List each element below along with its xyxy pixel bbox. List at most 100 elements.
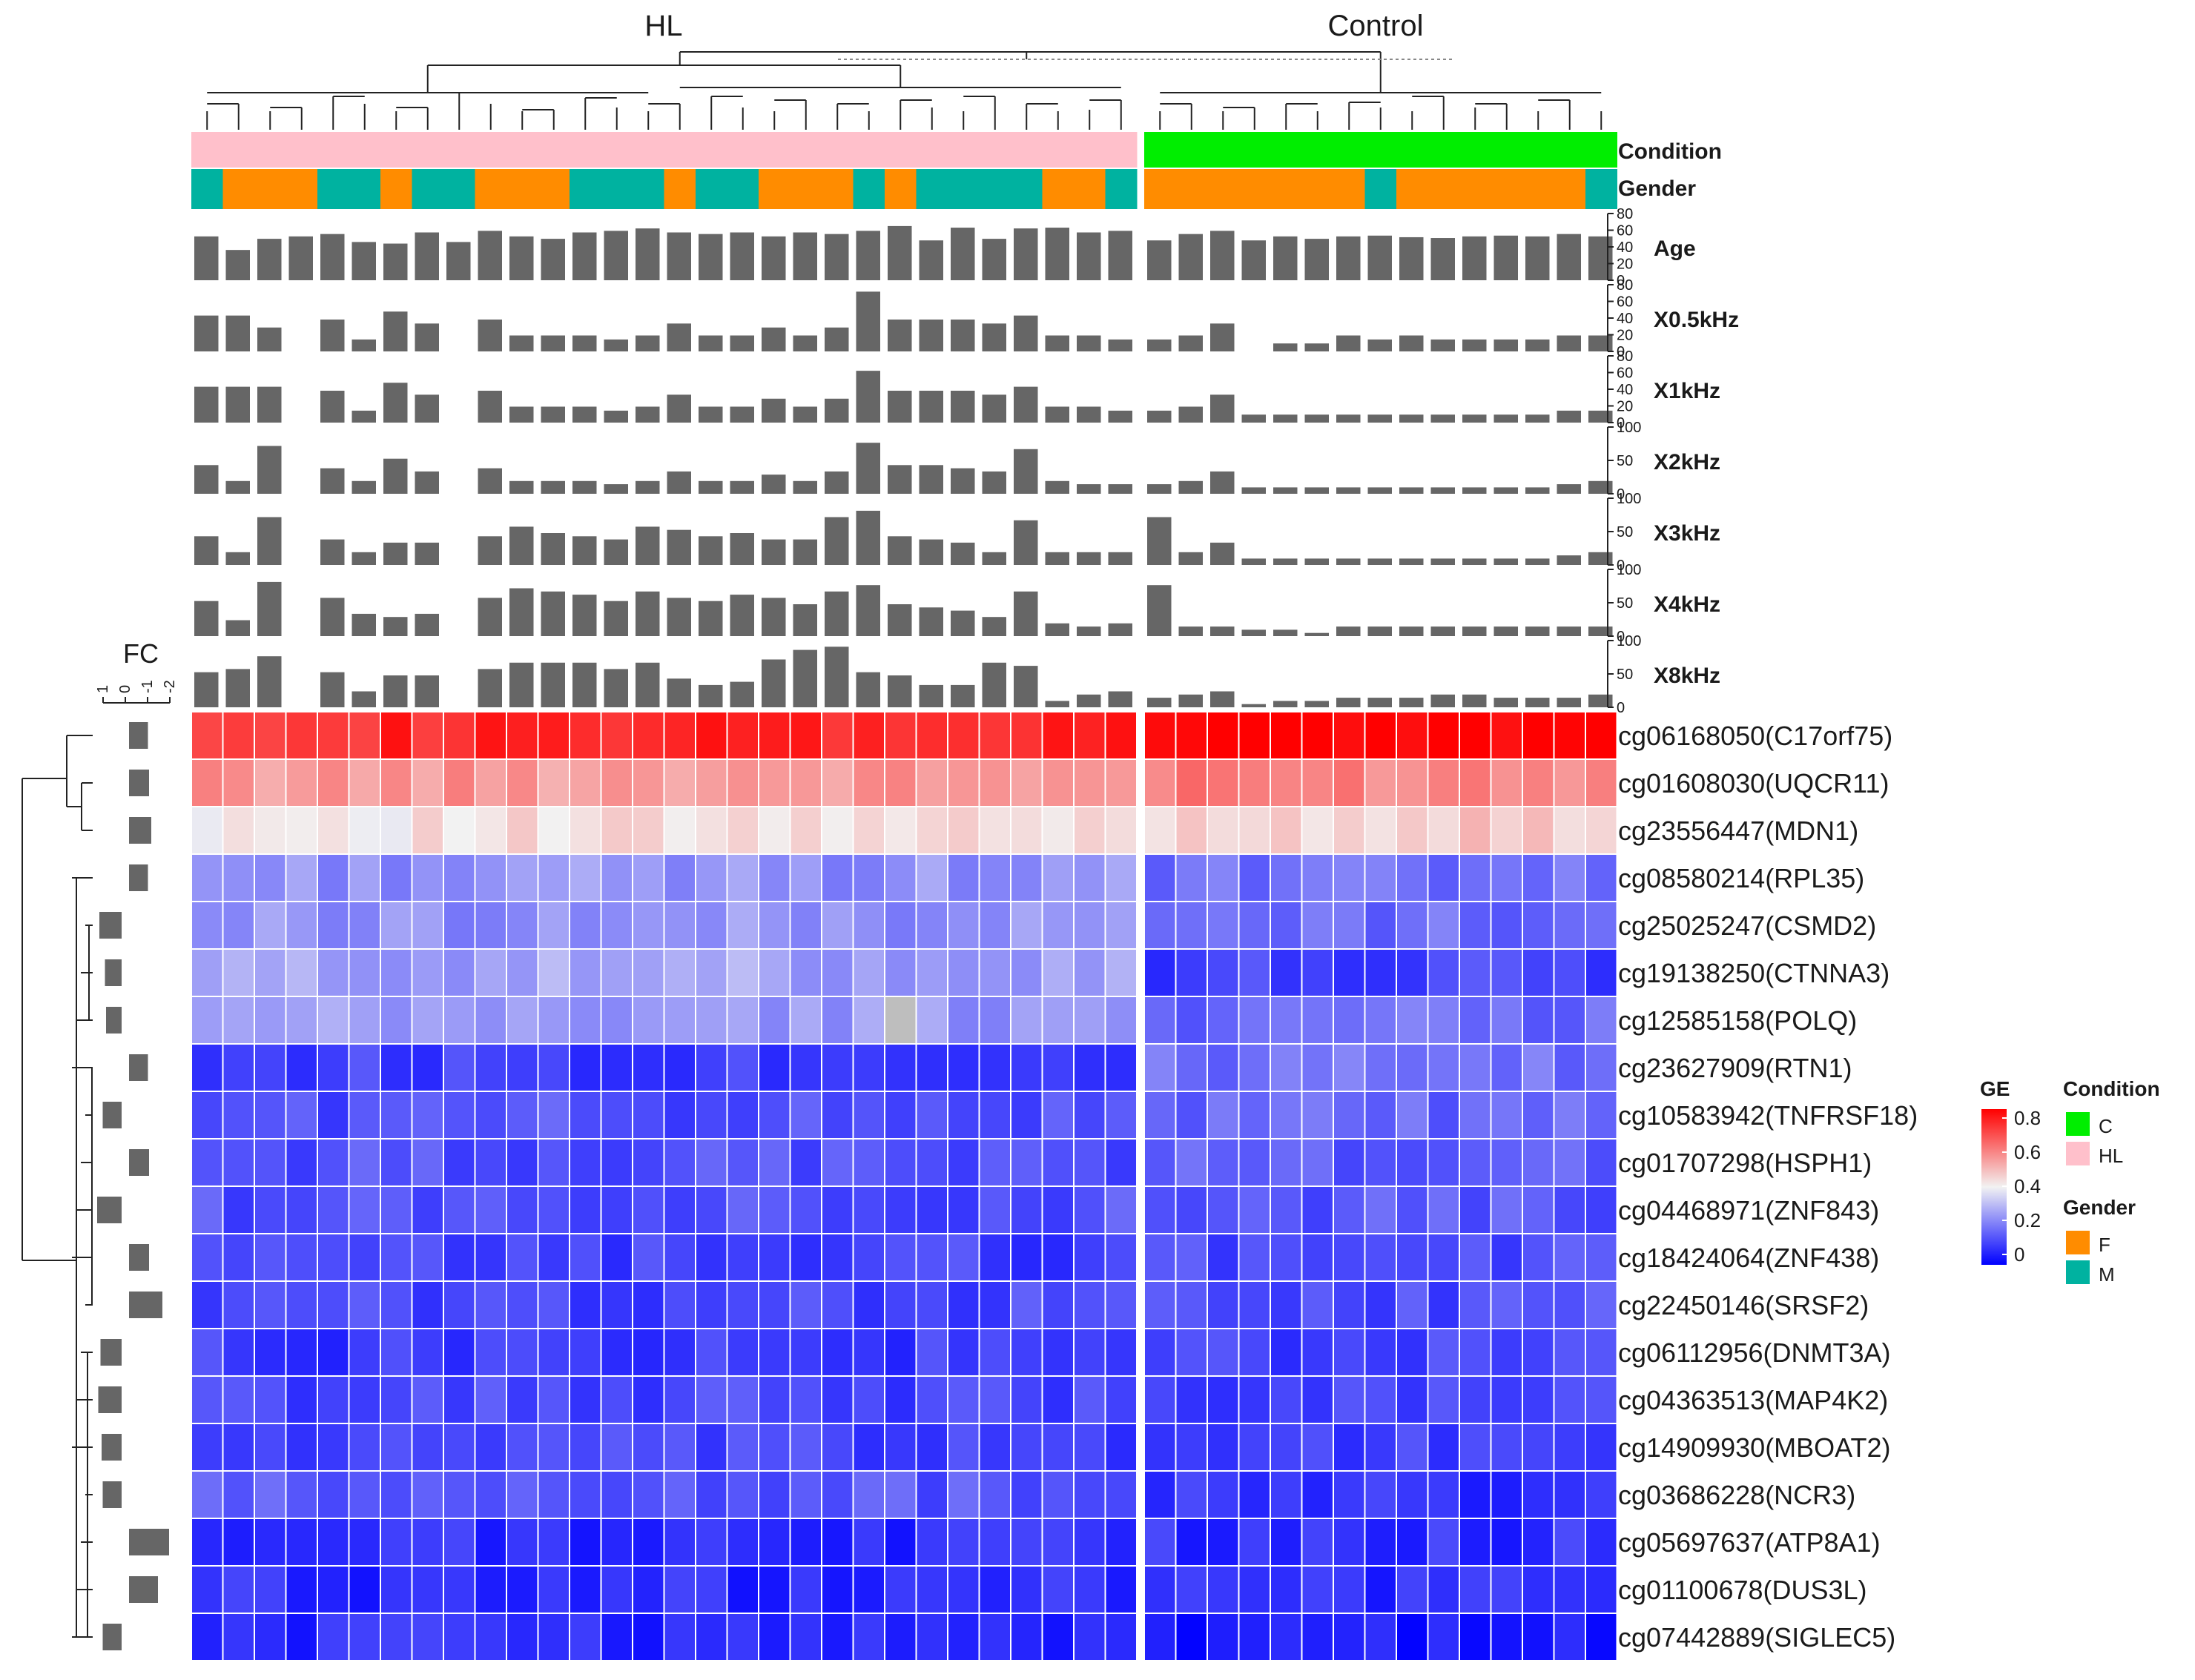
heatmap-cell <box>474 1423 507 1472</box>
condition-cell <box>948 132 980 168</box>
heatmap-cell <box>317 1138 350 1187</box>
heatmap-cell <box>1010 1375 1043 1424</box>
heatmap-cell <box>1522 1280 1555 1329</box>
bar-x8khz <box>320 672 345 707</box>
column-dendrogram <box>206 51 1602 130</box>
bar-x0-5khz <box>478 320 502 351</box>
bar-x3khz <box>194 536 219 565</box>
heatmap-cell <box>1585 1280 1618 1329</box>
heatmap-cell <box>1238 1043 1271 1092</box>
heatmap-cell <box>411 1470 444 1519</box>
condition-cell <box>1459 132 1491 168</box>
condition-cell <box>380 132 412 168</box>
heatmap-cell <box>1585 1518 1618 1567</box>
heatmap-cell <box>506 806 539 855</box>
legend: GE0.8 0.6 0.4 0.2 0 Condition C HL Gender FM <box>1980 1077 2160 1286</box>
heatmap-cell <box>1073 1375 1106 1424</box>
legend-gender-swatch <box>2066 1260 2090 1284</box>
heatmap-cell <box>285 1470 318 1519</box>
heatmap-cell <box>1207 1233 1240 1282</box>
heatmap-cell <box>1522 711 1555 760</box>
heatmap-cell <box>1333 1043 1366 1092</box>
bar-x8khz <box>1336 698 1361 707</box>
bar-x8khz <box>888 675 912 707</box>
bar-x0-5khz <box>1399 335 1424 351</box>
heatmap-cell <box>222 1091 255 1140</box>
bar-x0-5khz <box>1462 339 1487 351</box>
heatmap-cell <box>726 758 759 807</box>
bar-x8khz <box>1241 704 1266 707</box>
bar-x1khz <box>699 406 723 423</box>
heatmap-cell <box>1207 711 1240 760</box>
heatmap-cell <box>1104 1375 1138 1424</box>
heatmap-cell <box>978 996 1011 1045</box>
bar-x3khz <box>1045 552 1069 565</box>
heatmap-cell <box>1364 1091 1397 1140</box>
heatmap-cell <box>821 1470 854 1519</box>
heatmap-cell <box>380 853 413 902</box>
bar-age <box>1525 236 1550 280</box>
gender-cell <box>1105 169 1138 209</box>
heatmap-cell <box>1238 996 1271 1045</box>
bar-x4khz <box>1493 626 1518 636</box>
heatmap-cell <box>191 1233 224 1282</box>
heatmap-cell <box>852 711 885 760</box>
axis-tick-label: 40 <box>1617 311 1633 327</box>
heatmap-cell <box>663 1613 696 1661</box>
condition-cell <box>1074 132 1106 168</box>
heatmap-cell <box>222 1043 255 1092</box>
gender-cell <box>443 169 475 209</box>
heatmap-cell <box>789 1613 822 1661</box>
heatmap-cell <box>852 948 885 997</box>
gender-cell <box>853 169 885 209</box>
bar-x3khz <box>1147 517 1172 565</box>
gender-track <box>191 169 1617 209</box>
heatmap-cell <box>1143 1565 1177 1614</box>
heatmap-cell <box>1270 948 1303 997</box>
bar-x8khz <box>1430 694 1455 707</box>
heatmap-cell <box>1175 901 1208 950</box>
bar-x4khz <box>667 598 691 636</box>
heatmap-cell <box>695 806 728 855</box>
gender-cell <box>790 169 822 209</box>
bar-age <box>1108 231 1132 280</box>
heatmap-cell <box>1270 1138 1303 1187</box>
heatmap-cell <box>884 1091 917 1140</box>
fc-tick-label: -2 <box>162 680 178 693</box>
heatmap-cell <box>852 853 885 902</box>
heatmap-cell <box>758 1328 791 1377</box>
heatmap-cell <box>632 806 665 855</box>
bar-x0-5khz <box>1273 343 1298 351</box>
bar-x8khz <box>699 684 723 707</box>
condition-cell <box>1042 132 1075 168</box>
bar-x0-5khz <box>320 320 345 351</box>
heatmap-cell <box>758 1185 791 1234</box>
bar-age <box>825 234 849 280</box>
heatmap-cell <box>317 901 350 950</box>
heatmap-cell <box>443 1613 476 1661</box>
heatmap-cell <box>758 996 791 1045</box>
heatmap-cell <box>569 1091 602 1140</box>
bar-x8khz <box>1014 666 1038 707</box>
heatmap-cell <box>758 1233 791 1282</box>
heatmap-cell <box>1238 1518 1271 1567</box>
heatmap-cell <box>915 853 948 902</box>
heatmap-cell <box>1010 901 1043 950</box>
heatmap-cell <box>506 1138 539 1187</box>
fc-bar <box>129 1244 149 1271</box>
heatmap-cell <box>1073 1470 1106 1519</box>
heatmap-cell <box>1364 1233 1397 1282</box>
axis-tick-label: 80 <box>1617 277 1633 294</box>
heatmap-cell <box>1459 1138 1492 1187</box>
heatmap-cell <box>1522 1518 1555 1567</box>
heatmap-cell <box>1459 1280 1492 1329</box>
heatmap-cell <box>569 1328 602 1377</box>
heatmap-cell <box>1143 1518 1177 1567</box>
gender-cell <box>1459 169 1491 209</box>
heatmap-cell <box>978 1043 1011 1092</box>
heatmap-cell <box>1041 1613 1075 1661</box>
bar-x1khz <box>919 391 943 423</box>
group-label-control: Control <box>1328 10 1424 42</box>
heatmap-cell <box>191 1375 224 1424</box>
heatmap-cell <box>474 1091 507 1140</box>
